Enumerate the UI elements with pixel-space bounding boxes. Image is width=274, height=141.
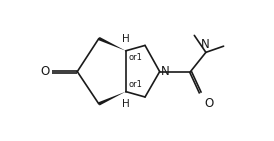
Text: N: N [201, 38, 210, 51]
Text: O: O [204, 97, 214, 110]
Text: H: H [122, 99, 130, 109]
Text: or1: or1 [129, 80, 143, 89]
Text: O: O [40, 65, 50, 78]
Text: H: H [122, 34, 130, 44]
Polygon shape [98, 92, 126, 105]
Text: or1: or1 [129, 53, 143, 62]
Polygon shape [98, 37, 126, 51]
Text: N: N [161, 65, 170, 78]
